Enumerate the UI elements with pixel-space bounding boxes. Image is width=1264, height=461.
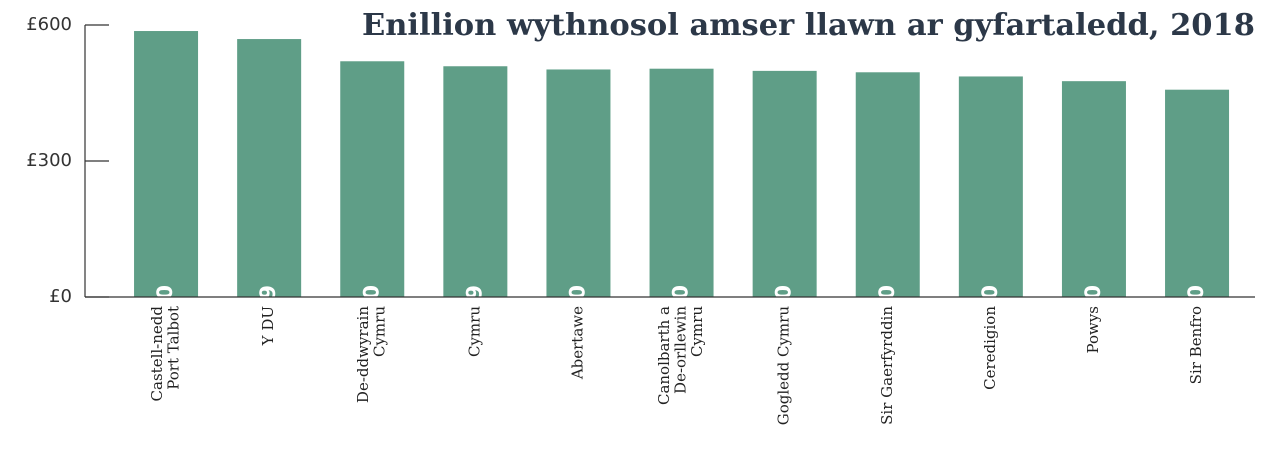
value-label: £503.60 <box>669 285 693 381</box>
y-tick-label: £0 <box>49 286 72 307</box>
x-tick-label: Sir Benfro <box>1187 306 1205 384</box>
value-label: £520 <box>359 285 383 343</box>
x-tick-label: Powys <box>1084 306 1102 354</box>
bar <box>855 72 920 297</box>
x-tick-label: Abertawe <box>568 306 586 380</box>
bar <box>1165 89 1230 297</box>
x-tick-label: De-ddwyrainCymru <box>354 306 389 403</box>
x-tick-label: Gogledd Cymru <box>775 306 793 426</box>
bar <box>1061 81 1126 297</box>
x-tick-label: Canolbarth aDe-orllewinCymru <box>655 306 706 405</box>
chart-title: Enillion wythnosol amser llawn ar gyfart… <box>362 8 1255 43</box>
bar <box>752 70 817 297</box>
value-label: £486.50 <box>978 285 1002 381</box>
x-tick-label: Y DU <box>259 306 277 346</box>
value-label: £457.30 <box>1184 285 1208 381</box>
bar <box>649 68 714 298</box>
y-tick-label: £300 <box>26 150 72 171</box>
value-label: £476.10 <box>1081 285 1105 381</box>
value-label: £569 <box>256 285 280 343</box>
bar <box>958 76 1023 297</box>
x-tick-label: Cymru <box>465 306 483 357</box>
value-label: £501.90 <box>565 285 589 381</box>
value-label: £509 <box>462 285 486 343</box>
bar <box>134 31 199 298</box>
x-tick-label: Sir Gaerfyrddin <box>878 306 896 425</box>
value-label: £586.70 <box>153 285 177 381</box>
y-tick-label: £600 <box>26 14 72 35</box>
x-tick-label: Castell-neddPort Talbot <box>148 306 183 402</box>
value-label: £498.80 <box>772 285 796 381</box>
bar <box>340 61 405 298</box>
bar <box>443 66 508 298</box>
bar <box>546 69 611 297</box>
bar <box>237 39 302 297</box>
value-label: £495.70 <box>875 285 899 381</box>
x-tick-label: Ceredigion <box>981 306 999 390</box>
